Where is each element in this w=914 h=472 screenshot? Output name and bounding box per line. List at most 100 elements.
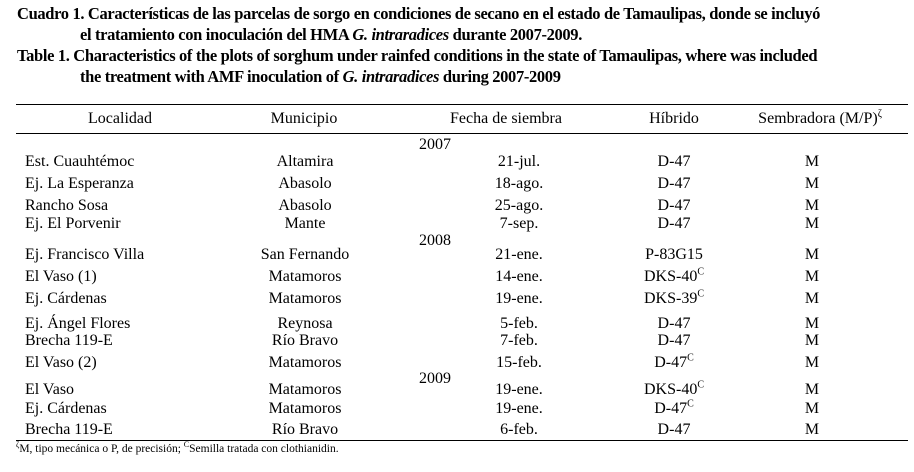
cell-hibrido-text: D-47 [657,315,691,332]
header-sembradora: Sembradora (M/P)ζ [758,108,882,128]
cell-sembradora: M [805,315,819,333]
cell-hibrido: D-47 [658,421,691,439]
cell-localidad-text: Brecha 119-E [25,421,113,438]
cell-fecha-text: 21-jul. [497,153,541,170]
year-label: 2007 [419,136,451,153]
cell-sembradora-text: M [804,197,820,214]
cell-sembradora-text: M [804,290,820,307]
cell-sembradora-text: M [804,421,820,438]
cell-hibrido-text: DKS-39 [643,290,698,307]
cell-municipio-text: Matamoros [268,354,342,371]
cell-sembradora: M [805,290,819,308]
cell-localidad: El Vaso [25,381,74,399]
footnote-marker: ζ [877,108,882,120]
cell-sembradora: M [805,215,819,233]
cell-sembradora: M [805,354,819,372]
cell-sembradora: M [805,400,819,418]
footnote-marker: ζ [16,440,20,450]
header-rule [16,133,908,134]
cell-sembradora-text: M [804,268,820,285]
cell-hibrido-text: D-47 [657,421,691,438]
cell-municipio: Abasolo [278,175,331,193]
cell-municipio: Matamoros [269,354,342,372]
header-fecha: Fecha de siembra [450,110,562,127]
cell-municipio-text: San Fernando [260,246,350,263]
cell-hibrido: D-47 [658,332,691,350]
cell-municipio-text: Río Bravo [271,332,339,349]
cell-hibrido-text: D-47 [654,354,688,371]
cell-municipio-text: Río Bravo [271,421,339,438]
cell-sembradora: M [805,381,819,399]
cell-hibrido-text: D-47 [657,197,691,214]
cell-municipio: Matamoros [269,268,342,286]
cell-fecha: 7-feb. [500,332,538,350]
top-rule [16,104,908,105]
cell-municipio: Río Bravo [272,421,338,439]
cell-hibrido-text: DKS-40 [643,381,698,398]
cell-hibrido-text: D-47 [654,400,688,417]
cell-municipio-text: Abasolo [278,197,332,214]
caption-en-line1: Table 1. Characteristics of the plots of… [17,46,818,65]
footnote-marker: C [687,352,694,364]
cell-municipio: Matamoros [269,400,342,418]
cell-fecha: 15-feb. [496,354,542,372]
cell-municipio-text: Matamoros [268,268,342,285]
cell-fecha: 6-feb. [500,421,538,439]
cell-sembradora-text: M [804,400,820,417]
cell-sembradora-text: M [804,315,820,332]
cell-municipio-text: Abasolo [278,175,332,192]
caption-es-line2: el tratamiento con inoculación del HMA G… [80,25,582,45]
cell-localidad: Ej. Francisco Villa [25,246,144,264]
cell-fecha: 5-feb. [500,315,538,333]
cell-fecha: 19-ene. [495,290,543,308]
cell-hibrido-text: DKS-40 [643,268,698,285]
cell-fecha: 21-jul. [498,153,540,171]
year-label: 2009 [419,370,451,387]
header-localidad: Localidad [88,110,152,127]
cell-fecha-text: 14-ene. [495,268,543,285]
cell-fecha: 19-ene. [495,381,543,399]
caption-text: the treatment with AMF inoculation of [80,67,343,86]
cell-fecha: 14-ene. [495,268,543,286]
cell-localidad: Est. Cuauhtémoc [25,153,134,171]
header-text: Sembradora (M/P) [758,110,878,127]
cell-sembradora: M [805,268,819,286]
cell-fecha: 18-ago. [495,175,543,193]
cell-localidad-text: Brecha 119-E [25,332,113,349]
cell-fecha-text: 19-ene. [495,381,543,398]
cell-municipio-text: Matamoros [268,290,342,307]
caption-es-line1: Cuadro 1. Características de las parcela… [17,4,821,23]
cell-hibrido: D-47 [658,153,691,171]
cell-municipio-text: Reynosa [277,315,333,332]
cell-sembradora: M [805,153,819,171]
footnote: ζM, tipo mecánica o P, de precisión; CSe… [16,440,339,455]
cell-sembradora-text: M [804,215,820,232]
cell-hibrido: P-83G15 [645,246,703,264]
footnote-text: Semilla tratada con clothianidin. [189,443,339,455]
footnote-text: M, tipo mecánica o P, de precisión; [19,443,184,455]
cell-fecha: 19-ene. [495,400,543,418]
cell-municipio: Abasolo [278,197,331,215]
cell-sembradora: M [805,246,819,264]
cell-fecha-text: 6-feb. [500,421,538,438]
cell-municipio: Altamira [277,153,334,171]
cell-sembradora-text: M [804,332,820,349]
cell-localidad-text: Ej. El Porvenir [25,215,121,232]
cell-hibrido-text: P-83G15 [645,246,703,263]
header-hibrido: Híbrido [649,110,699,127]
cell-sembradora: M [805,175,819,193]
cell-municipio-text: Matamoros [268,381,342,398]
species-name: G. intraradices [342,67,440,86]
cell-localidad: El Vaso (1) [25,268,97,286]
cell-localidad-text: El Vaso (2) [25,354,97,371]
cell-localidad-text: Ej. Cárdenas [25,400,107,417]
cell-hibrido: D-47C [654,352,694,372]
bottom-rule [16,440,908,441]
cell-hibrido-text: D-47 [657,153,691,170]
cell-hibrido-text: D-47 [657,175,691,192]
cell-municipio: Mante [285,215,326,233]
cell-fecha-text: 25-ago. [494,197,544,214]
cell-hibrido: D-47 [658,175,691,193]
cell-localidad: Ej. Cárdenas [25,290,107,308]
